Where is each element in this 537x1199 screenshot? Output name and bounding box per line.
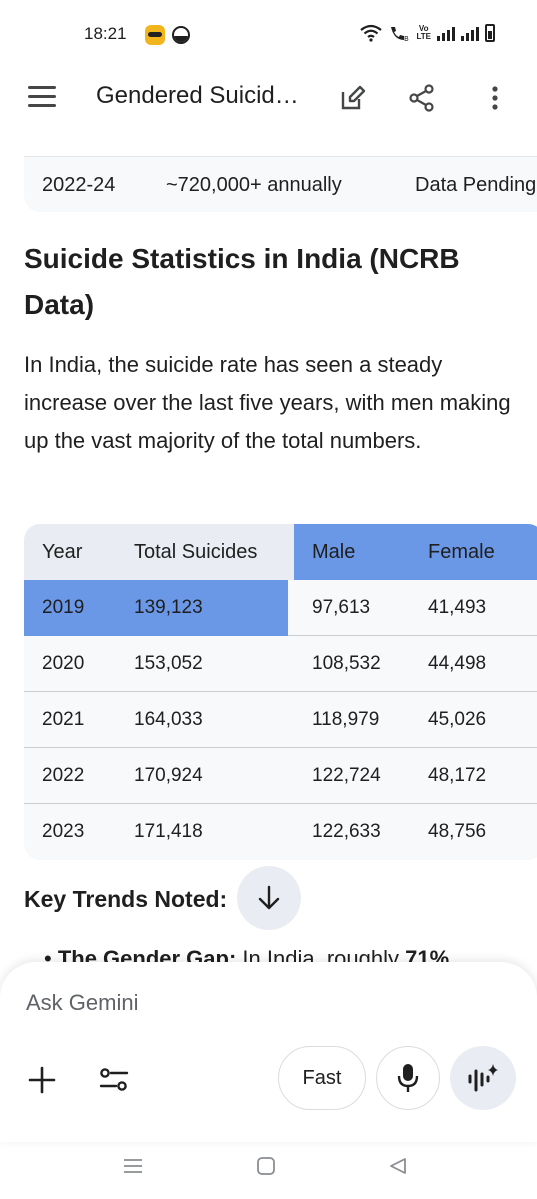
status-indicators: B Vo LTE <box>360 24 495 42</box>
selection-highlight <box>294 524 537 580</box>
data-saver-icon <box>172 26 190 44</box>
microphone-button[interactable] <box>376 1046 440 1110</box>
cell-female: 45,026 <box>428 709 487 730</box>
header-female: Female <box>428 541 495 563</box>
ask-gemini-input[interactable] <box>26 990 506 1016</box>
live-sparkle-icon <box>468 1064 498 1092</box>
table-cell: 2022-24 <box>42 174 116 196</box>
signal-icon <box>437 25 455 41</box>
add-icon[interactable] <box>24 1062 60 1098</box>
cell-total: 171,418 <box>134 821 203 842</box>
cell-male: 122,633 <box>312 821 381 842</box>
cell-male: 108,532 <box>312 653 381 674</box>
cell-year: 2019 <box>42 597 85 618</box>
svg-text:B: B <box>404 35 409 42</box>
cell-year: 2022 <box>42 765 85 786</box>
cell-total: 139,123 <box>134 597 203 618</box>
status-time: 18:21 <box>84 24 127 43</box>
chat-content[interactable]: 2022-24 ~720,000+ annually Data Pending … <box>0 150 537 980</box>
cell-female: 48,172 <box>428 765 487 786</box>
system-navigation-bar <box>0 1142 537 1199</box>
cell-male: 122,724 <box>312 765 381 786</box>
header-year: Year <box>42 541 83 563</box>
microphone-icon <box>397 1064 419 1092</box>
app-bar: Gendered Suicid… <box>0 70 537 126</box>
emoji-notification-icon <box>145 25 165 45</box>
wifi-call-icon: B <box>391 27 409 42</box>
scroll-to-bottom-button[interactable] <box>237 866 301 930</box>
more-options-icon[interactable] <box>477 80 513 116</box>
signal-icon-2 <box>461 25 479 41</box>
table-row: 2022 170,924 122,724 48,172 <box>24 748 537 804</box>
cell-female: 41,493 <box>428 597 487 618</box>
key-trends-heading: Key Trends Noted: <box>24 886 228 912</box>
edit-icon[interactable] <box>335 80 371 116</box>
cell-male: 97,613 <box>312 597 371 618</box>
cell-year: 2021 <box>42 709 85 730</box>
live-voice-button[interactable] <box>450 1046 516 1110</box>
table-row: 2021 164,033 118,979 45,026 <box>24 692 537 748</box>
header-total: Total Suicides <box>134 541 258 563</box>
wifi-icon <box>360 24 383 42</box>
cell-year: 2023 <box>42 821 85 842</box>
recent-apps-icon[interactable] <box>122 1156 144 1181</box>
table-cell: ~720,000+ annually <box>166 174 342 196</box>
table-header-row: Year Total Suicides Male Female <box>24 524 537 580</box>
section-heading: Suicide Statistics in India (NCRB Data) <box>24 243 460 320</box>
volte-icon: Vo LTE <box>416 24 431 41</box>
header-male: Male <box>312 541 356 563</box>
previous-table-row: 2022-24 ~720,000+ annually Data Pending <box>24 156 537 212</box>
back-icon[interactable] <box>388 1156 408 1181</box>
cell-year: 2020 <box>42 653 85 674</box>
cell-total: 164,033 <box>134 709 203 730</box>
section-paragraph: In India, the suicide rate has seen a st… <box>24 352 511 453</box>
table-row: 2020 153,052 108,532 44,498 <box>24 636 537 692</box>
cell-female: 44,498 <box>428 653 487 674</box>
cell-total: 153,052 <box>134 653 203 674</box>
arrow-down-icon <box>258 885 280 910</box>
menu-icon[interactable] <box>28 86 56 108</box>
home-icon[interactable] <box>256 1156 276 1181</box>
battery-icon <box>485 24 495 42</box>
cell-total: 170,924 <box>134 765 203 786</box>
prompt-panel: Fast <box>0 962 537 1142</box>
status-bar: 18:21 B Vo LTE <box>0 0 537 70</box>
tools-icon[interactable] <box>96 1062 132 1098</box>
statistics-table: Year Total Suicides Male Female 2019 139… <box>24 524 537 860</box>
conversation-title[interactable]: Gendered Suicid… <box>96 82 299 109</box>
cell-male: 118,979 <box>312 709 380 730</box>
table-row: 2019 139,123 97,613 41,493 <box>24 580 537 636</box>
cell-female: 48,756 <box>428 821 487 842</box>
share-icon[interactable] <box>404 80 440 116</box>
selection-highlight <box>24 580 288 636</box>
table-row: 2023 171,418 122,633 48,756 <box>24 804 537 860</box>
table-cell: Data Pending <box>415 174 537 196</box>
model-mode-button[interactable]: Fast <box>278 1046 366 1110</box>
